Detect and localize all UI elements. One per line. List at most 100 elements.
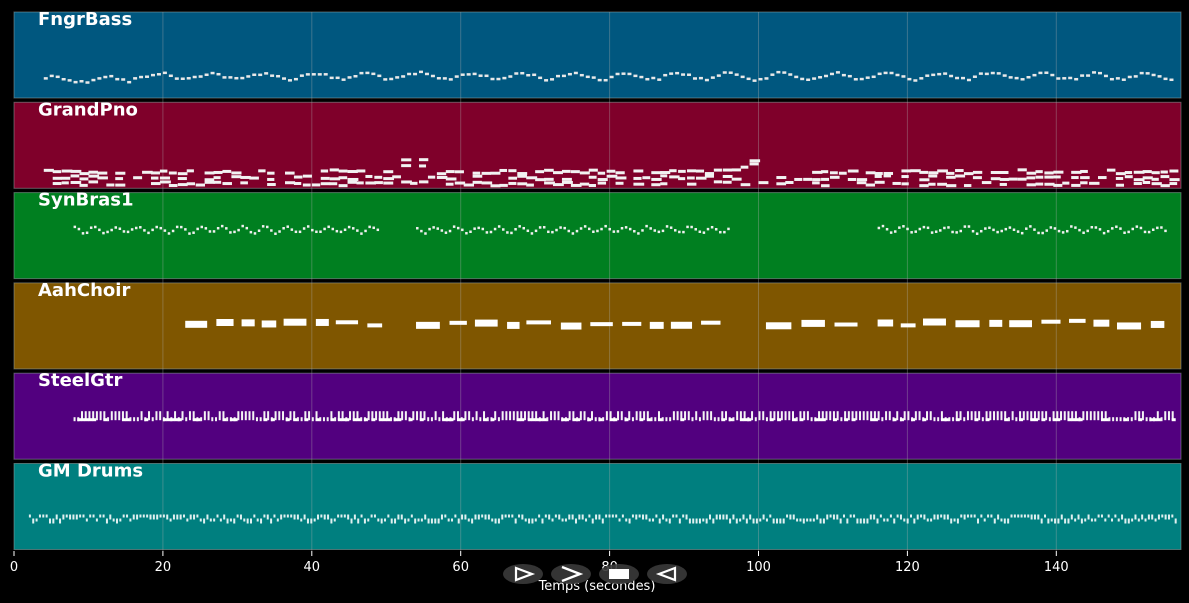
note xyxy=(713,417,716,422)
note xyxy=(81,232,85,235)
note xyxy=(156,514,159,520)
note xyxy=(865,171,876,175)
note xyxy=(490,418,495,422)
note xyxy=(447,518,450,522)
note xyxy=(518,225,521,228)
note xyxy=(150,182,161,186)
next-button[interactable] xyxy=(551,564,591,584)
note xyxy=(1062,77,1067,80)
stop-icon xyxy=(609,569,629,579)
note xyxy=(95,518,98,522)
note xyxy=(570,170,580,174)
note xyxy=(591,518,594,524)
note xyxy=(1151,171,1160,175)
note xyxy=(305,73,310,76)
note xyxy=(639,75,644,79)
note xyxy=(624,418,629,422)
note xyxy=(115,183,126,187)
note xyxy=(451,518,454,522)
note xyxy=(139,514,142,518)
x-axis-label: Temps (secondes) xyxy=(538,579,656,594)
note xyxy=(675,514,678,518)
note xyxy=(252,73,257,77)
note xyxy=(147,231,150,235)
note xyxy=(832,411,835,421)
note xyxy=(1026,411,1029,421)
note xyxy=(434,518,437,524)
note xyxy=(329,182,338,186)
note xyxy=(290,514,293,518)
note xyxy=(800,77,805,81)
note xyxy=(220,224,224,228)
note xyxy=(1056,411,1059,421)
note xyxy=(691,417,694,422)
note xyxy=(779,518,782,524)
note xyxy=(61,176,71,180)
note xyxy=(824,74,829,78)
note xyxy=(1013,514,1016,518)
note xyxy=(445,182,454,186)
note xyxy=(1078,418,1083,422)
play-button[interactable] xyxy=(503,564,543,584)
x-tick-label: 140 xyxy=(1044,560,1069,575)
note xyxy=(551,518,554,522)
note xyxy=(561,418,566,422)
track-band xyxy=(13,463,1182,550)
note xyxy=(1033,228,1036,231)
note xyxy=(996,411,999,421)
note xyxy=(497,225,501,228)
stop-button[interactable] xyxy=(599,564,639,584)
note xyxy=(1044,175,1054,179)
note xyxy=(841,73,846,77)
note xyxy=(725,514,728,520)
note xyxy=(716,74,721,77)
note xyxy=(544,79,549,82)
note xyxy=(1030,411,1033,421)
note xyxy=(788,411,791,421)
note xyxy=(97,77,102,80)
note xyxy=(544,514,547,518)
note xyxy=(1164,229,1167,233)
note xyxy=(115,171,126,175)
note xyxy=(946,171,955,175)
note xyxy=(508,75,513,78)
note xyxy=(821,418,826,422)
note xyxy=(276,74,281,78)
note xyxy=(166,411,169,421)
note xyxy=(770,73,775,76)
note xyxy=(417,518,420,522)
note xyxy=(285,418,290,422)
note xyxy=(501,514,504,520)
note xyxy=(660,182,668,186)
note xyxy=(609,411,612,421)
note xyxy=(883,171,894,175)
note xyxy=(527,411,530,421)
control-background xyxy=(551,564,591,584)
note xyxy=(1107,514,1110,518)
note xyxy=(264,72,269,75)
note xyxy=(240,175,251,179)
note xyxy=(1171,514,1174,518)
note xyxy=(1145,72,1150,75)
note xyxy=(765,518,768,522)
note xyxy=(769,514,772,518)
note xyxy=(588,227,591,231)
note xyxy=(293,175,303,179)
note xyxy=(974,411,977,421)
note xyxy=(467,518,470,522)
note xyxy=(518,514,521,518)
note xyxy=(1142,176,1153,180)
note xyxy=(185,417,188,422)
note xyxy=(803,411,806,421)
note xyxy=(685,514,688,520)
note xyxy=(678,169,686,173)
note xyxy=(1157,514,1160,520)
rewind-button[interactable] xyxy=(647,564,687,584)
note xyxy=(335,229,339,233)
note xyxy=(263,418,268,422)
note xyxy=(1022,411,1025,421)
note xyxy=(702,518,705,522)
note xyxy=(1007,417,1010,422)
note xyxy=(263,514,266,518)
note xyxy=(673,229,677,232)
